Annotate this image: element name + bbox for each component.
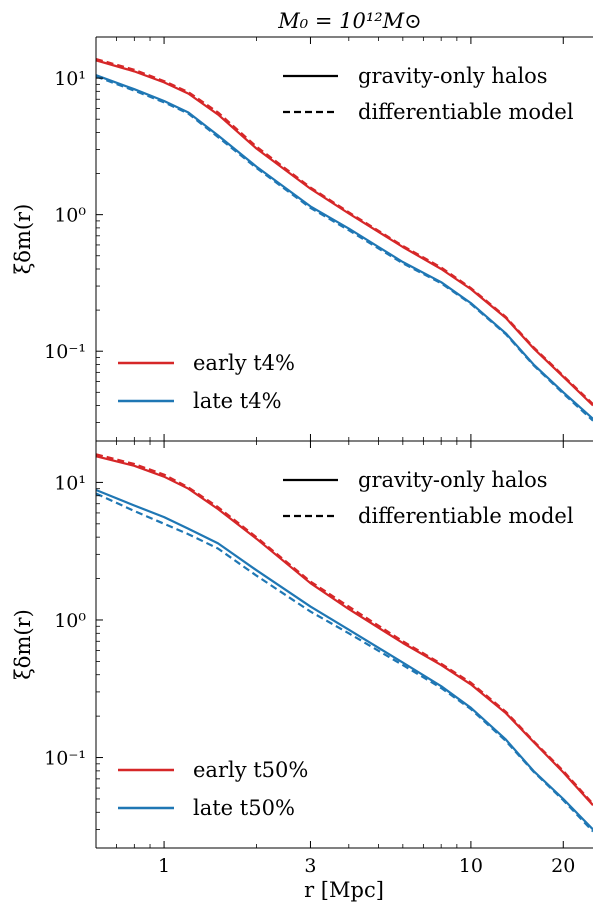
panel-0-series-1-line <box>96 57 593 405</box>
panel-0-style-legend-label-1: differentiable model <box>358 100 574 124</box>
panel-bottom: 1 3 10 20 10⁻¹ 10⁰ 10¹ ξδm(r) gravity-only halos… <box>11 440 593 877</box>
panel-1-color-legend-label-0: early t50% <box>193 758 308 782</box>
x-axis-label: r [Mpc] <box>304 878 384 902</box>
panel-0-series-3-line <box>96 75 593 422</box>
panel-0-color-legend-label-0: early t4% <box>193 351 295 375</box>
panel-top: 10⁻¹ 10⁰ 10¹ ξδm(r) gravity-only halos differ… <box>11 36 593 442</box>
panel-1-x-tick-label-1: 3 <box>304 855 316 877</box>
panel-0-color-legend: early t4% late t4% <box>118 351 295 413</box>
panel-0-style-legend-label-0: gravity-only halos <box>358 64 548 88</box>
panel-1-series-0-line <box>96 455 593 806</box>
panel-1-color-legend: early t50% late t50% <box>118 758 308 820</box>
panel-0-y-tick-label-2: 10¹ <box>54 68 86 90</box>
panel-1-style-legend-label-1: differentiable model <box>358 504 574 528</box>
panel-1-style-legend: gravity-only halos differentiable model <box>283 468 574 528</box>
panel-1-y-tick-label-1: 10⁰ <box>54 610 86 632</box>
panel-0-style-legend: gravity-only halos differentiable model <box>283 64 574 124</box>
panel-0-color-legend-label-1: late t4% <box>193 389 282 413</box>
panel-1-x-tick-label-2: 10 <box>459 855 483 877</box>
panel-1-x-tick-label-0: 1 <box>158 855 170 877</box>
panel-1-series-1-line <box>96 453 593 805</box>
panel-1-series-2-line <box>96 488 593 831</box>
panel-1-style-legend-label-0: gravity-only halos <box>358 468 548 492</box>
panel-1-y-axis-label: ξδm(r) <box>11 609 35 680</box>
panel-0-y-axis-label: ξδm(r) <box>11 204 35 275</box>
panel-1-color-legend-label-1: late t50% <box>193 796 295 820</box>
panel-0-y-tick-label-0: 10⁻¹ <box>44 341 86 363</box>
panel-1-x-tick-label-3: 20 <box>551 855 575 877</box>
figure-title: M₀ = 10¹²M⊙ <box>277 9 422 33</box>
panel-1-series-3-line <box>96 492 593 833</box>
panel-1-y-tick-label-2: 10¹ <box>54 472 86 494</box>
panel-1-y-tick-label-0: 10⁻¹ <box>44 748 86 770</box>
panel-0-series-2-line <box>96 74 593 420</box>
panel-0-y-tick-label-1: 10⁰ <box>54 205 86 227</box>
